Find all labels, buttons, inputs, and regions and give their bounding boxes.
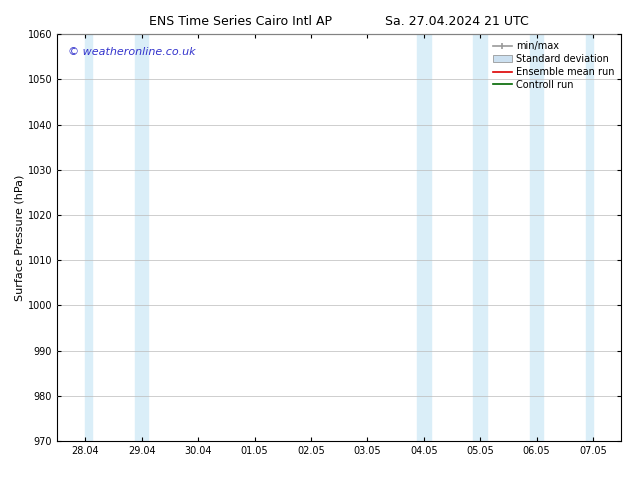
Text: Sa. 27.04.2024 21 UTC: Sa. 27.04.2024 21 UTC (385, 15, 528, 28)
Bar (530, 34, 543, 441)
Legend: min/max, Standard deviation, Ensemble mean run, Controll run: min/max, Standard deviation, Ensemble me… (491, 39, 616, 92)
Y-axis label: Surface Pressure (hPa): Surface Pressure (hPa) (15, 174, 25, 301)
Text: ENS Time Series Cairo Intl AP: ENS Time Series Cairo Intl AP (150, 15, 332, 28)
Text: © weatheronline.co.uk: © weatheronline.co.uk (68, 47, 196, 56)
Bar (586, 34, 593, 441)
Bar (135, 34, 148, 441)
Bar (474, 34, 487, 441)
Bar (417, 34, 430, 441)
Bar (85, 34, 92, 441)
